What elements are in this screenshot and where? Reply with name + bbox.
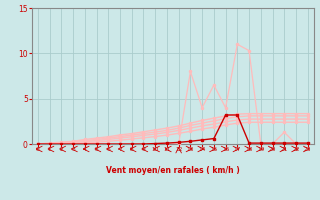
X-axis label: Vent moyen/en rafales ( km/h ): Vent moyen/en rafales ( km/h ) xyxy=(106,166,240,175)
